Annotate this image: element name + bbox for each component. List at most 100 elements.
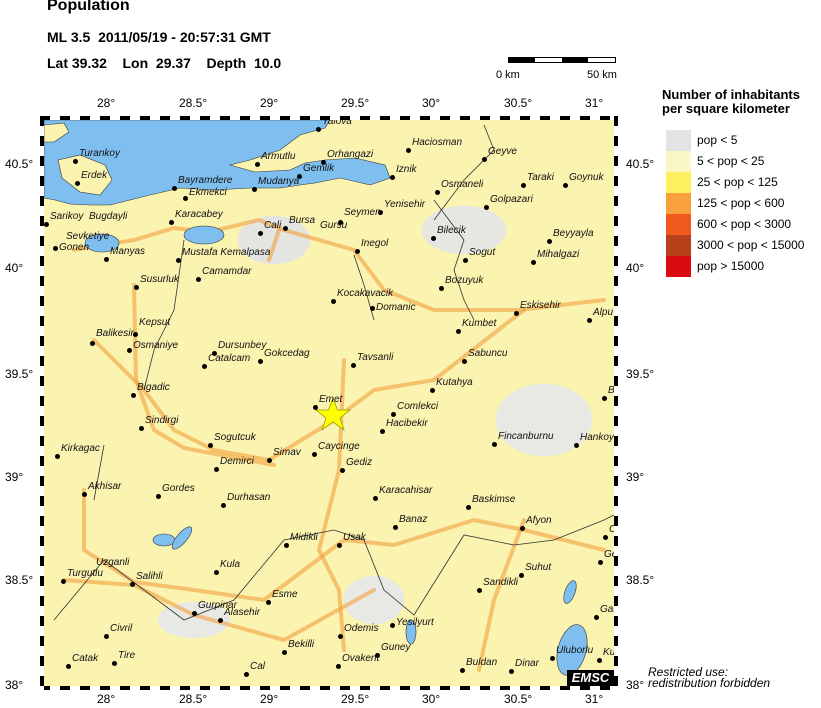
city-label: Yalova — [322, 120, 352, 127]
city-label: Sogutcuk — [214, 432, 256, 443]
city-label: Banaz — [399, 514, 428, 525]
city-label: Karacahisar — [379, 485, 433, 496]
city-dot-icon — [390, 175, 395, 180]
city-label: Bursa — [289, 215, 316, 226]
lat-tick-left: 40° — [5, 261, 24, 275]
city-dot-icon — [587, 318, 592, 323]
lon-tick-bottom: 29° — [260, 692, 279, 706]
city-label: Buldan — [466, 657, 498, 668]
epicenter-star-icon[interactable] — [314, 396, 352, 432]
city-label: Sabuncu — [468, 348, 508, 359]
city-label: Cali — [264, 220, 282, 231]
lat-tick-right: 39.5° — [626, 367, 655, 381]
city-dot-icon — [267, 458, 272, 463]
city-dot-icon — [597, 658, 602, 663]
city-dot-icon — [214, 570, 219, 575]
city-dot-icon — [44, 222, 49, 227]
lake-manyas — [84, 233, 120, 253]
sea-of-marmara — [44, 120, 391, 206]
city-dot-icon — [375, 653, 380, 658]
city-label: Armutlu — [261, 151, 296, 162]
city-label: Cal — [250, 661, 266, 672]
city-label: Catak — [72, 653, 99, 664]
city-label: Esme — [272, 589, 298, 600]
usage-notice: Restricted use: redistribution forbidden — [648, 665, 770, 689]
city-dot-icon — [244, 672, 249, 677]
legend-swatch — [666, 151, 691, 172]
city-dot-icon — [221, 503, 226, 508]
population-map[interactable]: Yalova Turankoy Erdek Bayramdere Ekmekci Sari… — [44, 120, 614, 686]
city-label: Catalcam — [208, 353, 251, 364]
city-label: B — [608, 385, 614, 396]
city-dot-icon — [284, 543, 289, 548]
city-label: Golpazari — [490, 194, 533, 205]
legend-item: 25 < pop < 125 — [666, 172, 821, 193]
city-label: Uluborlu — [556, 645, 594, 656]
city-label: Inegol — [361, 238, 389, 249]
city-dot-icon — [520, 526, 525, 531]
lat-tick-right: 39° — [626, 470, 645, 484]
city-dot-icon — [463, 258, 468, 263]
city-label: Haciosman — [412, 137, 463, 148]
city-dot-icon — [406, 148, 411, 153]
city-dot-icon — [212, 351, 217, 356]
city-dot-icon — [312, 452, 317, 457]
legend-title-line2: per square kilometer — [662, 101, 790, 116]
legend-label: pop > 15000 — [697, 259, 765, 273]
city-dot-icon — [439, 286, 444, 291]
city-label: Ge — [604, 549, 614, 560]
city-dot-icon — [519, 573, 524, 578]
city-label: Fincanburnu — [498, 431, 554, 442]
city-label: Yenisehir — [384, 199, 426, 210]
legend-item: 125 < pop < 600 — [666, 193, 821, 214]
lat-tick-left: 38.5° — [5, 573, 34, 587]
kapidag-peninsula — [57, 154, 113, 196]
city-label: Sogut — [469, 247, 496, 258]
city-dot-icon — [61, 579, 66, 584]
city-label: Ekmekci — [189, 187, 227, 198]
city-dot-icon — [283, 226, 288, 231]
city-dot-icon — [456, 329, 461, 334]
city-label: Akhisar — [88, 481, 122, 492]
city-label: Bugdayli — [89, 211, 128, 222]
city-label: Dursunbey — [218, 340, 267, 351]
legend-swatch — [666, 130, 691, 151]
city-label: Taraki — [527, 172, 554, 183]
city-dot-icon — [351, 363, 356, 368]
city-label: Osmaniye — [133, 340, 179, 351]
scale-left-label: 0 km — [496, 69, 520, 81]
legend-title: Number of inhabitants per square kilomet… — [662, 88, 800, 116]
city-label: Odemis — [344, 623, 379, 634]
city-label: Guney — [381, 642, 411, 653]
lake-karakuyu — [563, 580, 577, 604]
lat-tick-right: 38° — [626, 678, 645, 692]
event-info: ML 3.5 2011/05/19 - 20:57:31 GMT — [47, 29, 271, 45]
city-label: Gursu — [320, 220, 348, 231]
notice-line1: Restricted use: — [648, 665, 729, 679]
city-dot-icon — [430, 388, 435, 393]
city-dot-icon — [169, 220, 174, 225]
city-label: Beyyayla — [553, 228, 594, 239]
city-label: Turgutlu — [67, 568, 103, 579]
legend-swatch — [666, 214, 691, 235]
city-label: Garip — [600, 604, 614, 615]
legend-item: 5 < pop < 25 — [666, 151, 821, 172]
city-label: Osmaneli — [441, 179, 484, 190]
figure-title: Population — [47, 0, 130, 14]
city-label: Domanic — [376, 302, 416, 313]
city-dot-icon — [156, 494, 161, 499]
lat-tick-left: 39° — [5, 470, 24, 484]
scale-bar-graphic — [508, 57, 616, 63]
city-dot-icon — [378, 210, 383, 215]
city-dot-icon — [131, 393, 136, 398]
lon-tick-top: 28° — [97, 96, 116, 110]
city-dot-icon — [563, 183, 568, 188]
lon-tick-top: 28.5° — [179, 96, 208, 110]
city-dot-icon — [574, 443, 579, 448]
city-label: Mustafa Kemalpasa — [182, 247, 271, 258]
city-dot-icon — [266, 600, 271, 605]
city-dot-icon — [130, 582, 135, 587]
city-label: Uzganli — [96, 557, 130, 568]
city-label: Hacibekir — [386, 418, 428, 429]
